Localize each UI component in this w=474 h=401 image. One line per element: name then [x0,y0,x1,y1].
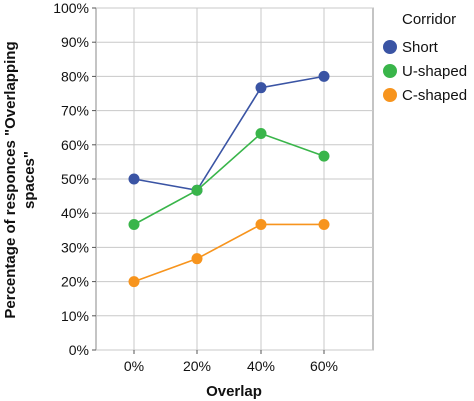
data-point-u-shaped [128,218,140,230]
y-tick-label: 40% [61,205,89,221]
series-lines [128,70,330,288]
y-tick-label: 60% [61,137,89,153]
y-axis-title: Percentage of responces "Overlapping spa… [2,41,38,318]
x-tick-label: 0% [124,358,144,374]
data-point-short [128,173,140,185]
y-tick-label: 0% [69,342,89,358]
legend-title: Corridor [402,11,456,28]
y-tick-label: 80% [61,68,89,84]
legend: Corridor Short U-shaped C-shaped [383,11,467,104]
series-u-shaped [128,128,330,230]
x-tick-label: 40% [247,358,275,374]
x-tick-label: 60% [310,358,338,374]
data-point-c-shaped [191,253,203,265]
series-line-c-shaped [133,223,324,283]
y-axis-title-line-2: spaces" [21,151,38,209]
legend-items: Short U-shaped C-shaped [383,39,467,104]
x-tick-label: 20% [183,358,211,374]
data-point-u-shaped [191,184,203,196]
legend-marker-short [383,40,397,54]
data-point-c-shaped [128,276,140,288]
series-c-shaped [128,218,330,288]
legend-marker-u-shaped [383,64,397,78]
data-point-u-shaped [255,128,267,140]
data-point-c-shaped [255,218,267,230]
legend-item-c-shaped: C-shaped [383,87,467,104]
legend-item-u-shaped: U-shaped [383,63,467,80]
series-line-u-shaped [133,132,325,226]
y-tick-label: 90% [61,34,89,50]
legend-item-short: Short [383,39,439,56]
y-tick-label: 50% [61,171,89,187]
legend-label-short: Short [402,39,439,56]
legend-label-u-shaped: U-shaped [402,63,467,80]
x-axis-ticks: 0% 20% 40% 60% [124,350,338,374]
y-axis-title-line-1: Percentage of responces "Overlapping [2,41,19,318]
data-point-short [255,82,267,94]
y-tick-label: 10% [61,308,89,324]
y-tick-label: 70% [61,103,89,119]
series-line-short [133,75,325,192]
data-point-u-shaped [318,150,330,162]
grid-lines [96,7,373,351]
x-axis-title: Overlap [206,383,262,400]
legend-marker-c-shaped [383,88,397,102]
legend-label-c-shaped: C-shaped [402,87,467,104]
data-point-short [318,70,330,82]
y-axis-ticks: 0% 10% 20% 30% 40% 50% 60% 70% 80% 90% 100% [53,0,96,358]
y-tick-label: 100% [53,0,89,16]
y-tick-label: 20% [61,274,89,290]
y-tick-label: 30% [61,239,89,255]
data-point-c-shaped [318,218,330,230]
